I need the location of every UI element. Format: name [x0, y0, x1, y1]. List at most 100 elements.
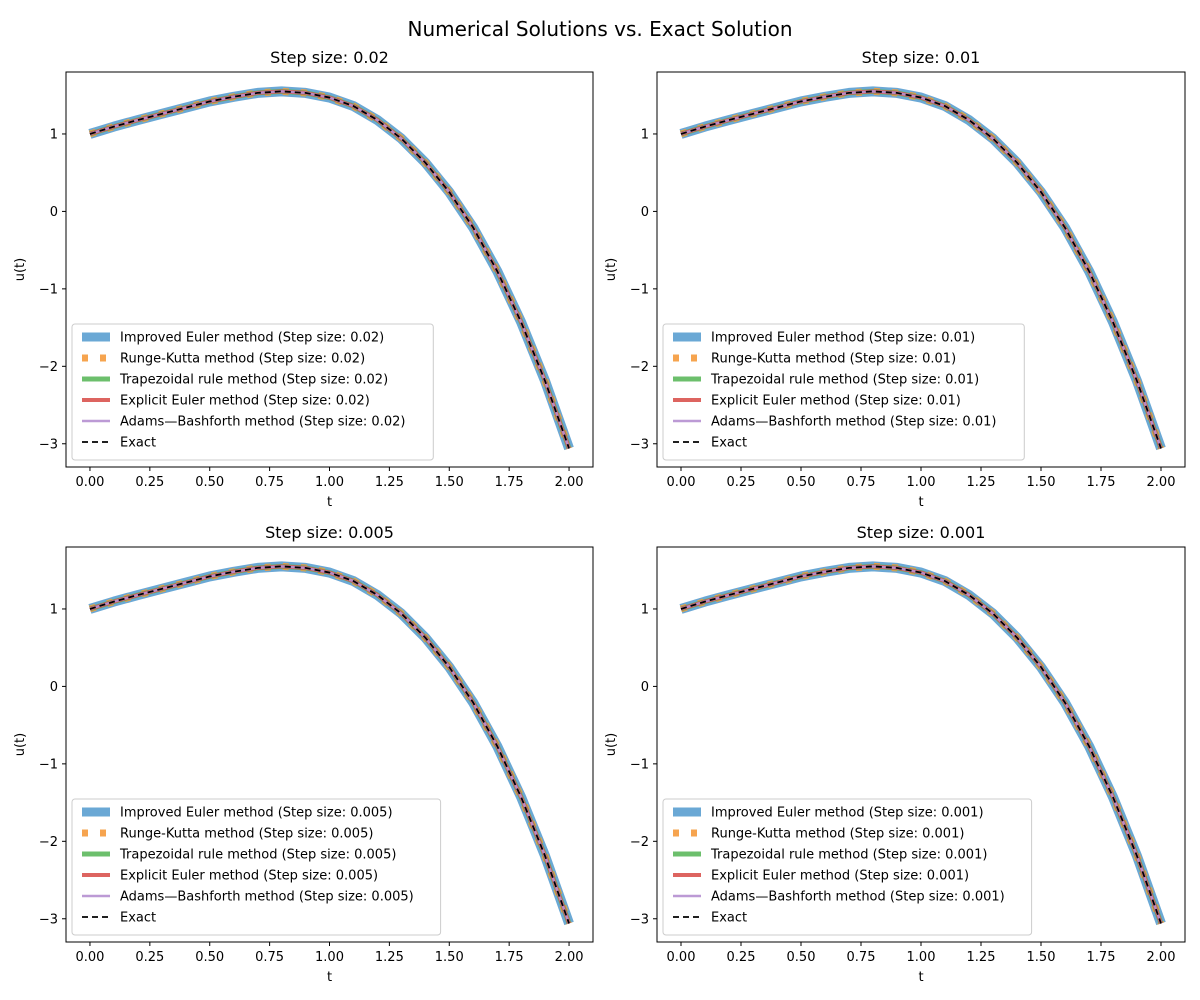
legend-item: Explicit Euler method (Step size: 0.001): [673, 869, 969, 884]
x-tick-label: 1.50: [435, 950, 464, 965]
legend-label: Improved Euler method (Step size: 0.001): [711, 806, 984, 821]
legend-item: Trapezoidal rule method (Step size: 0.00…: [673, 848, 987, 863]
subplot-1: Step size: 0.02 0.00 0.25 0.50 0.75 1.00 1.25 1…: [13, 48, 594, 510]
legend-label: Exact: [711, 911, 747, 926]
x-axis-label: t: [327, 495, 332, 510]
y-tick-label: 0: [641, 680, 649, 695]
legend-item: Exact: [82, 911, 156, 926]
y-tick-label: 0: [50, 680, 58, 695]
x-tick-label: 1.25: [967, 475, 996, 490]
legend: Improved Euler method (Step size: 0.005)…: [71, 798, 442, 936]
subplot-2: Step size: 0.01 0.00 0.25 0.50 0.75 1.00 1.25 1…: [604, 48, 1186, 510]
legend-label: Adams—Bashforth method (Step size: 0.005…: [120, 890, 414, 905]
subplot-title: Step size: 0.01: [862, 48, 981, 67]
legend-label: Adams—Bashforth method (Step size: 0.001…: [711, 890, 1005, 905]
x-tick-label: 0.75: [255, 950, 284, 965]
x-tick-label: 1.75: [495, 950, 524, 965]
x-tick-label: 1.00: [315, 475, 344, 490]
legend-label: Exact: [711, 436, 747, 451]
legend-label: Adams—Bashforth method (Step size: 0.01): [711, 415, 996, 430]
series-group: [88, 561, 574, 926]
y-tick-label: −1: [630, 757, 649, 772]
y-tick-label: −3: [630, 437, 649, 452]
legend-label: Trapezoidal rule method (Step size: 0.00…: [710, 848, 987, 863]
x-tick-label: 1.00: [907, 475, 936, 490]
x-tick-label: 0.75: [847, 950, 876, 965]
legend-item: Improved Euler method (Step size: 0.02): [82, 331, 384, 346]
legend-label: Improved Euler method (Step size: 0.01): [711, 331, 975, 346]
x-tick-label: 1.50: [1027, 475, 1056, 490]
y-axis-label: u(t): [13, 258, 28, 281]
x-tick-label: 0.00: [667, 475, 696, 490]
legend-item: Improved Euler method (Step size: 0.001): [673, 806, 984, 821]
x-tick-label: 0.75: [255, 475, 284, 490]
x-tick-label: 1.25: [375, 475, 404, 490]
x-tick-label: 0.00: [75, 950, 104, 965]
series-line-exact: [89, 565, 570, 924]
subplot-title: Step size: 0.005: [265, 523, 394, 542]
x-tick-label: 0.00: [667, 950, 696, 965]
x-tick-label: 0.25: [135, 950, 164, 965]
legend-item: Explicit Euler method (Step size: 0.005): [82, 869, 378, 884]
x-tick-label: 0.00: [75, 475, 104, 490]
figure-title: Numerical Solutions vs. Exact Solution: [408, 17, 793, 41]
y-tick-label: 1: [50, 602, 58, 617]
legend-label: Improved Euler method (Step size: 0.005): [120, 806, 393, 821]
y-tick-label: −2: [630, 835, 649, 850]
series-group: [679, 86, 1166, 451]
x-tick-label: 0.25: [727, 475, 756, 490]
legend-box: [662, 323, 1025, 461]
legend-label: Explicit Euler method (Step size: 0.02): [120, 394, 370, 409]
legend-label: Runge-Kutta method (Step size: 0.005): [120, 827, 373, 842]
y-tick-label: −2: [630, 360, 649, 375]
x-tick-label: 1.25: [375, 950, 404, 965]
series-group: [679, 561, 1166, 926]
subplot-3: Step size: 0.005 0.00 0.25 0.50 0.75 1.00 1.25…: [13, 523, 594, 985]
y-tick-label: 1: [641, 602, 649, 617]
x-tick-label: 0.75: [847, 475, 876, 490]
y-tick-label: −1: [630, 282, 649, 297]
y-tick-label: 1: [50, 127, 58, 142]
legend-item: Adams—Bashforth method (Step size: 0.001…: [673, 890, 1005, 905]
x-axis-label: t: [327, 970, 332, 985]
y-axis-label: u(t): [604, 733, 619, 756]
x-tick-label: 0.50: [195, 475, 224, 490]
x-axis-label: t: [918, 495, 923, 510]
y-tick-label: −2: [39, 360, 58, 375]
series-group: [88, 86, 574, 451]
legend-item: Improved Euler method (Step size: 0.01): [673, 331, 975, 346]
x-tick-label: 1.75: [1087, 950, 1116, 965]
legend-item: Explicit Euler method (Step size: 0.02): [82, 394, 370, 409]
legend-item: Improved Euler method (Step size: 0.005): [82, 806, 393, 821]
x-tick-label: 0.50: [195, 950, 224, 965]
legend-label: Runge-Kutta method (Step size: 0.001): [711, 827, 964, 842]
y-tick-label: −3: [630, 912, 649, 927]
legend-item: Runge-Kutta method (Step size: 0.02): [82, 352, 365, 367]
y-axis-label: u(t): [13, 733, 28, 756]
series-line-exact: [680, 90, 1162, 449]
y-tick-label: 0: [50, 205, 58, 220]
legend-box: [71, 323, 434, 461]
legend-item: Runge-Kutta method (Step size: 0.01): [673, 352, 956, 367]
y-tick-label: −3: [39, 437, 58, 452]
legend-label: Exact: [120, 911, 156, 926]
x-tick-label: 1.00: [907, 950, 936, 965]
legend: Improved Euler method (Step size: 0.01) R…: [662, 323, 1025, 461]
y-tick-label: −3: [39, 912, 58, 927]
legend: Improved Euler method (Step size: 0.001)…: [662, 798, 1033, 936]
series-line-exact: [680, 565, 1162, 924]
x-tick-label: 0.25: [135, 475, 164, 490]
x-tick-label: 1.75: [495, 475, 524, 490]
x-tick-label: 0.50: [787, 950, 816, 965]
legend-label: Trapezoidal rule method (Step size: 0.02…: [119, 373, 388, 388]
x-tick-label: 1.00: [315, 950, 344, 965]
legend-label: Adams—Bashforth method (Step size: 0.02): [120, 415, 405, 430]
x-axis-label: t: [918, 970, 923, 985]
x-tick-label: 1.25: [967, 950, 996, 965]
legend-box: [71, 798, 442, 936]
x-tick-label: 1.50: [435, 475, 464, 490]
x-tick-label: 2.00: [1147, 475, 1176, 490]
legend-item: Exact: [673, 911, 747, 926]
y-tick-label: 1: [641, 127, 649, 142]
